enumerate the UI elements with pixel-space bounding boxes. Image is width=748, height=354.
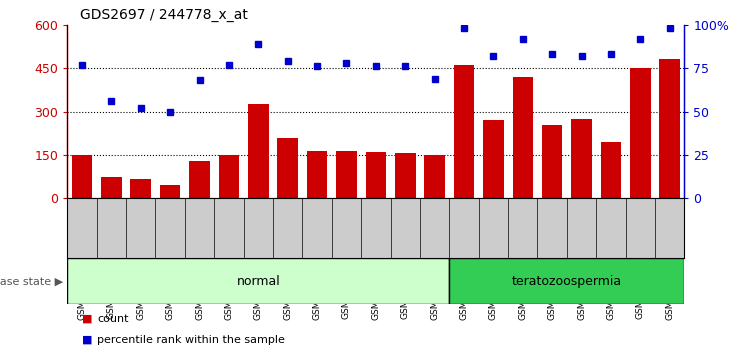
Text: percentile rank within the sample: percentile rank within the sample xyxy=(97,335,285,345)
Bar xyxy=(307,150,328,198)
Bar xyxy=(189,161,210,198)
Bar xyxy=(366,152,386,198)
Bar xyxy=(248,104,269,198)
Text: GDS2697 / 244778_x_at: GDS2697 / 244778_x_at xyxy=(79,8,248,22)
Text: normal: normal xyxy=(236,275,280,288)
Bar xyxy=(450,258,684,304)
Text: ■: ■ xyxy=(82,335,93,345)
Bar xyxy=(483,120,503,198)
Bar xyxy=(130,179,151,198)
Bar xyxy=(601,142,622,198)
Bar xyxy=(630,68,651,198)
Text: count: count xyxy=(97,314,129,324)
Text: disease state ▶: disease state ▶ xyxy=(0,276,64,286)
Bar xyxy=(278,137,298,198)
Bar xyxy=(571,119,592,198)
Bar xyxy=(395,153,416,198)
Bar xyxy=(218,155,239,198)
Bar xyxy=(542,125,562,198)
Bar xyxy=(512,77,533,198)
Text: ■: ■ xyxy=(82,314,93,324)
Bar xyxy=(67,258,450,304)
Bar xyxy=(336,150,357,198)
Bar xyxy=(660,59,680,198)
Bar xyxy=(424,155,445,198)
Bar xyxy=(101,177,122,198)
Bar xyxy=(454,65,474,198)
Bar xyxy=(160,185,180,198)
Bar xyxy=(72,155,92,198)
Text: teratozoospermia: teratozoospermia xyxy=(512,275,622,288)
